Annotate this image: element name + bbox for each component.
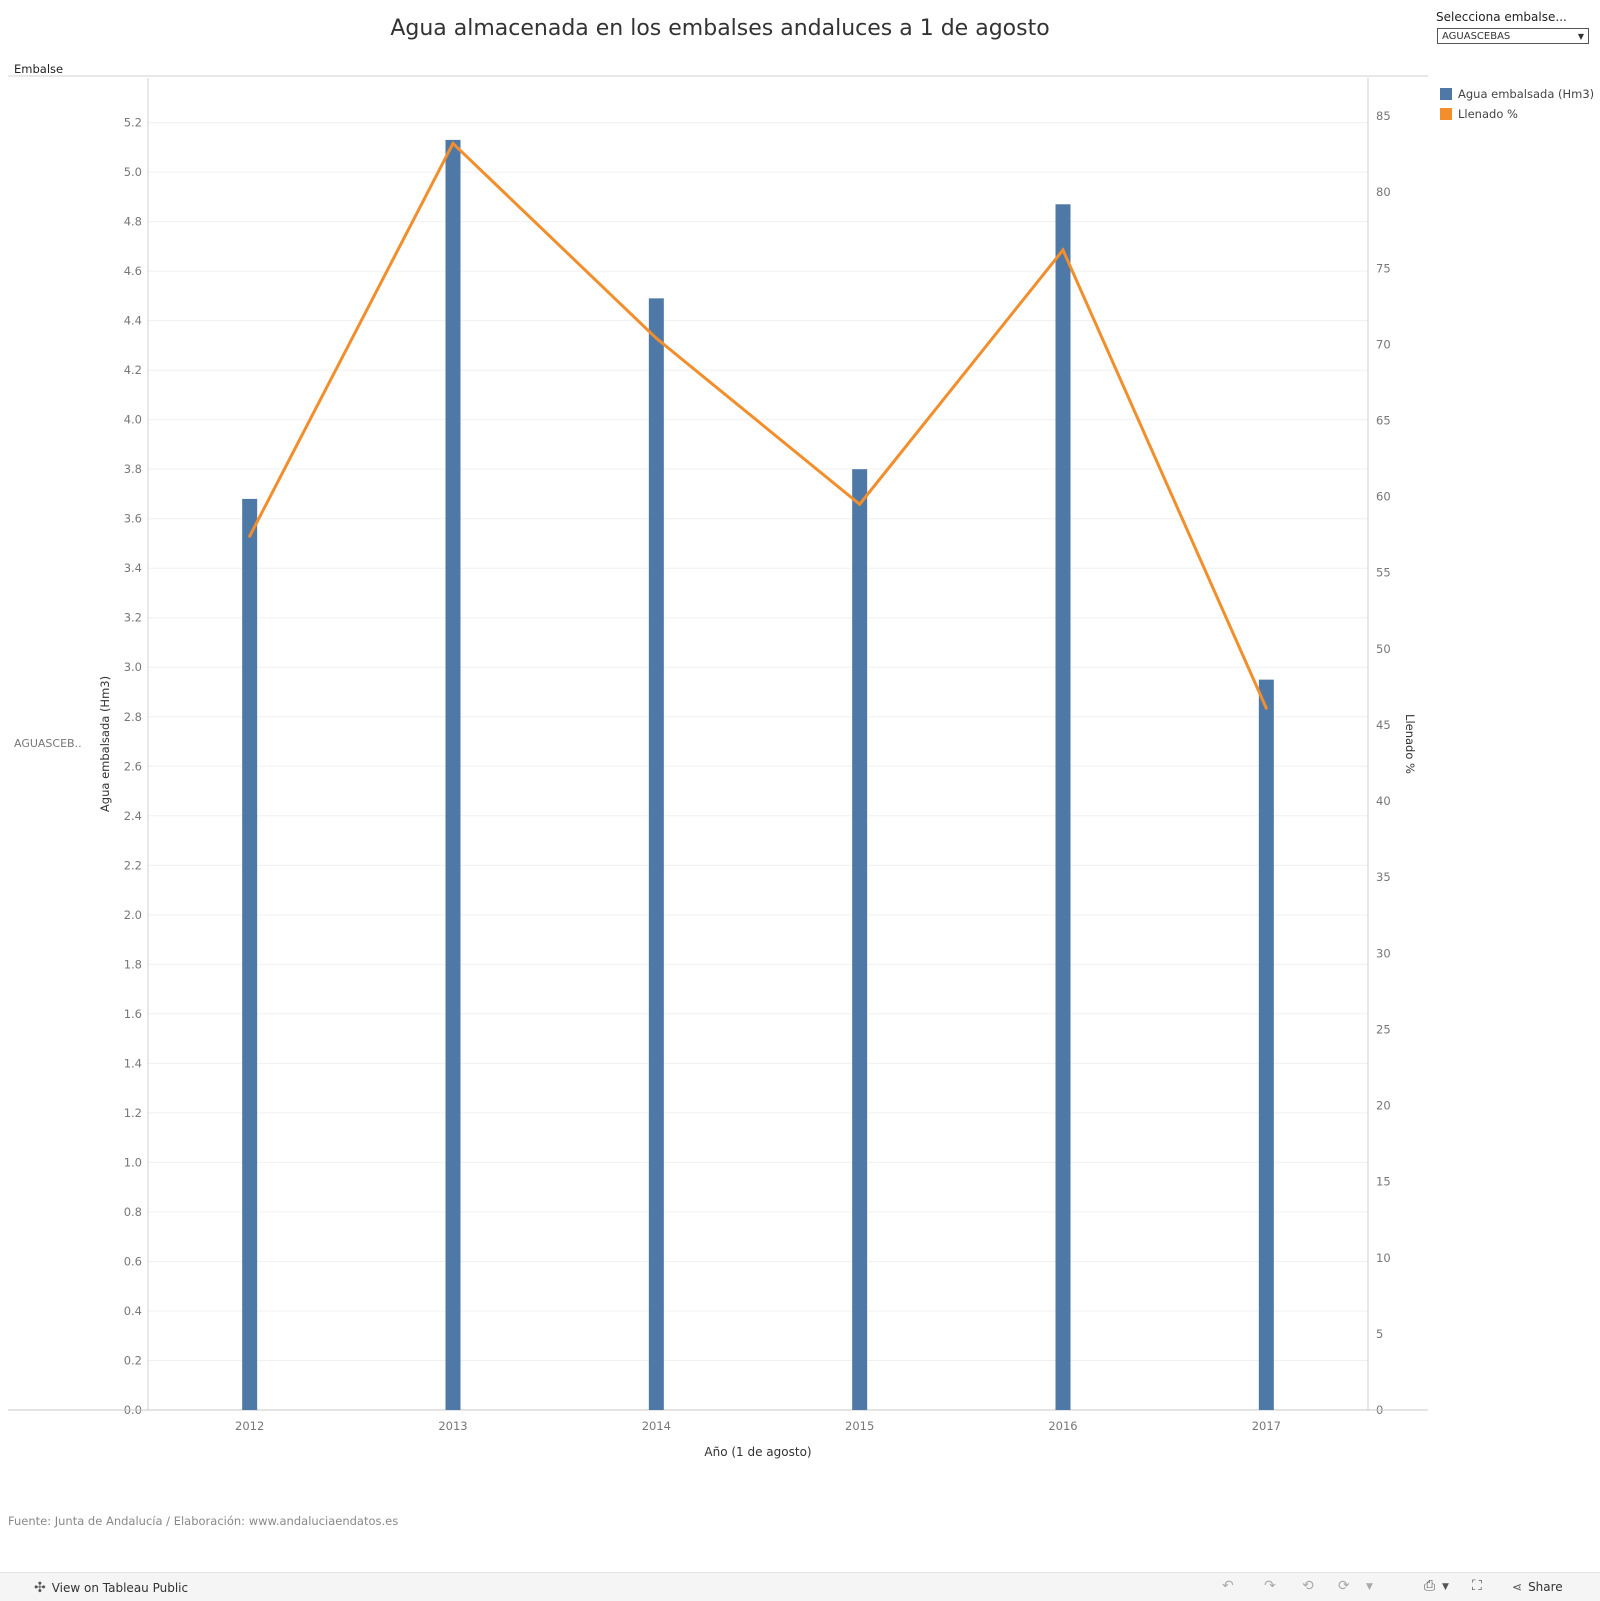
x-tick-label: 2015	[845, 1419, 874, 1433]
line-point	[858, 502, 862, 506]
line-point	[654, 336, 658, 340]
bar	[445, 139, 461, 1411]
y2-tick-label: 60	[1376, 490, 1391, 504]
y2-tick-label: 5	[1376, 1327, 1383, 1341]
y-tick-label: 1.0	[124, 1155, 142, 1169]
bar	[1258, 679, 1274, 1410]
y-tick-label: 0.8	[124, 1205, 142, 1219]
y-tick-label: 3.8	[124, 462, 142, 476]
bar	[648, 298, 664, 1410]
revert-icon[interactable]: ⟲	[1302, 1578, 1314, 1594]
y2-tick-label: 25	[1376, 1022, 1391, 1036]
reservoir-select[interactable]: AGUASCEBAS ▼	[1437, 28, 1589, 44]
x-tick-label: 2017	[1252, 1419, 1281, 1433]
y-tick-label: 4.2	[124, 363, 142, 377]
x-axis-title: Año (1 de agosto)	[704, 1445, 811, 1459]
legend-label-llenado: Llenado %	[1458, 107, 1518, 121]
line-point	[451, 141, 455, 145]
y-tick-label: 3.6	[124, 512, 142, 526]
y2-tick-label: 50	[1376, 642, 1391, 656]
y2-tick-label: 30	[1376, 946, 1391, 960]
y-tick-label: 2.2	[124, 858, 142, 872]
y-tick-label: 2.0	[124, 908, 142, 922]
y-tick-label: 0.2	[124, 1353, 142, 1367]
x-tick-label: 2013	[438, 1419, 467, 1433]
y-tick-label: 1.8	[124, 957, 142, 971]
y2-tick-label: 85	[1376, 109, 1391, 123]
share-icon: ⋖	[1512, 1580, 1523, 1594]
line-point	[1264, 706, 1268, 710]
y-tick-label: 2.4	[124, 809, 142, 823]
bar	[1055, 204, 1071, 1410]
chevron-down-icon: ▼	[1577, 32, 1584, 41]
y2-tick-label: 75	[1376, 261, 1391, 275]
y-tick-label: 4.4	[124, 314, 142, 328]
y-tick-label: 3.4	[124, 561, 142, 575]
y-tick-label: 1.2	[124, 1106, 142, 1120]
row-header: Embalse	[14, 62, 64, 76]
y2-tick-label: 45	[1376, 718, 1391, 732]
legend: Agua embalsada (Hm3) Llenado %	[1440, 84, 1594, 124]
view-on-tableau-label: View on Tableau Public	[51, 1581, 189, 1595]
chart-area: 0.00.20.40.60.81.01.21.41.61.82.02.22.42…	[8, 75, 1428, 1459]
legend-item-llenado[interactable]: Llenado %	[1440, 104, 1594, 124]
legend-swatch-llenado	[1440, 108, 1452, 120]
y2-axis-title: Llenado %	[1403, 714, 1417, 774]
legend-item-agua[interactable]: Agua embalsada (Hm3)	[1440, 84, 1594, 104]
x-tick-label: 2014	[642, 1419, 671, 1433]
y2-tick-label: 35	[1376, 870, 1391, 884]
undo-icon[interactable]: ↶	[1222, 1578, 1234, 1594]
x-tick-label: 2016	[1048, 1419, 1077, 1433]
line-point	[1061, 248, 1065, 252]
chart-title: Agua almacenada en los embalses andaluce…	[390, 16, 1050, 41]
tableau-logo-icon: ✣	[34, 1580, 46, 1596]
y2-tick-label: 20	[1376, 1099, 1391, 1113]
bar	[852, 469, 868, 1411]
view-on-tableau-link[interactable]: ✣ View on Tableau Public	[34, 1580, 188, 1596]
y2-tick-label: 80	[1376, 185, 1391, 199]
share-label: Share	[1528, 1580, 1563, 1594]
y-tick-label: 0.4	[124, 1304, 142, 1318]
legend-swatch-agua	[1440, 88, 1452, 100]
refresh-menu-chevron-icon[interactable]: ▼	[1366, 1582, 1373, 1592]
x-tick-label: 2012	[235, 1419, 264, 1433]
y-tick-label: 5.0	[124, 165, 142, 179]
y2-tick-label: 40	[1376, 794, 1391, 808]
y-tick-label: 1.4	[124, 1056, 142, 1070]
bar	[242, 498, 258, 1410]
y2-tick-label: 55	[1376, 566, 1391, 580]
y-tick-label: 3.2	[124, 611, 142, 625]
y2-tick-label: 10	[1376, 1251, 1391, 1265]
row-label: AGUASCEB..	[14, 737, 82, 750]
y-tick-label: 0.6	[124, 1254, 142, 1268]
legend-label-agua: Agua embalsada (Hm3)	[1458, 87, 1595, 101]
fullscreen-icon[interactable]: ⛶	[1472, 1578, 1482, 1594]
y2-tick-label: 65	[1376, 414, 1391, 428]
share-button[interactable]: ⋖ Share	[1512, 1580, 1563, 1594]
y-tick-label: 1.6	[124, 1007, 142, 1021]
y-tick-label: 5.2	[124, 116, 142, 130]
y-tick-label: 3.0	[124, 660, 142, 674]
redo-icon[interactable]: ↷	[1264, 1578, 1276, 1594]
refresh-icon[interactable]: ⟳	[1338, 1578, 1350, 1594]
download-chevron-icon[interactable]: ▼	[1442, 1582, 1449, 1592]
y-tick-label: 4.0	[124, 413, 142, 427]
y2-tick-label: 15	[1376, 1175, 1391, 1189]
download-icon[interactable]: ⎙	[1424, 1578, 1436, 1594]
y-tick-label: 4.6	[124, 264, 142, 278]
line-series-llenado	[248, 140, 1268, 709]
y-axis-title: Agua embalsada (Hm3)	[98, 676, 112, 812]
y-tick-label: 2.6	[124, 759, 142, 773]
y-tick-label: 2.8	[124, 710, 142, 724]
reservoir-select-value: AGUASCEBAS	[1442, 31, 1511, 42]
filter-label: Selecciona embalse...	[1436, 10, 1567, 24]
y-tick-label: 4.8	[124, 215, 142, 229]
y2-tick-label: 70	[1376, 337, 1391, 351]
source-note: Fuente: Junta de Andalucía / Elaboración…	[8, 1514, 399, 1528]
line-point	[248, 534, 252, 538]
footer-toolbar: ✣ View on Tableau Public ↶ ↷ ⟲ ⟳ ▼ ⎙ ▼ ⛶…	[0, 1572, 1600, 1601]
